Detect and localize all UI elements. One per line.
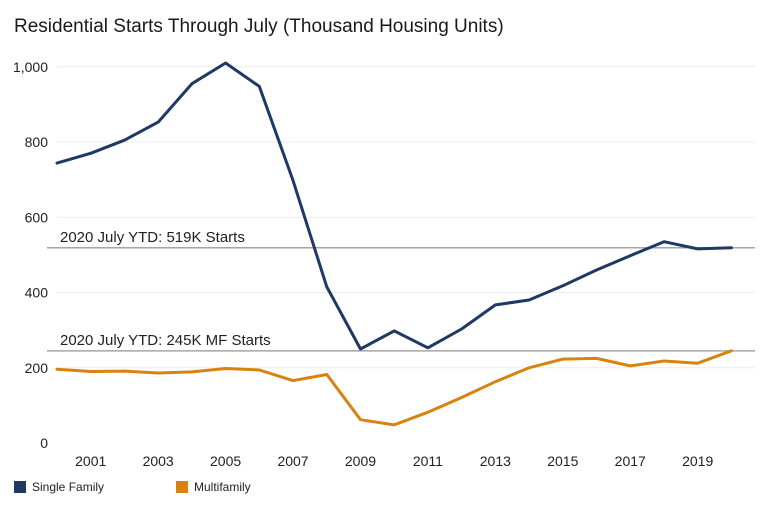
legend-label-single-family: Single Family — [32, 480, 105, 494]
y-axis-ticks: 0 200 400 600 800 1,000 — [13, 59, 48, 451]
multifamily-swatch — [176, 481, 188, 493]
x-tick-label: 2005 — [210, 453, 241, 469]
x-tick-label: 2017 — [615, 453, 646, 469]
single-family-swatch — [14, 481, 26, 493]
series-line-multifamily — [55, 349, 733, 427]
legend-item-multifamily[interactable]: Multifamily — [176, 480, 251, 494]
legend-label-multifamily: Multifamily — [194, 480, 251, 494]
y-tick-label: 0 — [40, 435, 48, 451]
x-tick-label: 2007 — [277, 453, 308, 469]
y-tick-label: 1,000 — [13, 59, 48, 75]
series-lines — [55, 61, 733, 427]
x-tick-label: 2013 — [480, 453, 511, 469]
x-axis-ticks: 2001 2003 2005 2007 2009 2011 2013 2015 2017 2019 — [75, 453, 713, 469]
x-tick-label: 2011 — [413, 453, 443, 469]
x-tick-label: 2019 — [682, 453, 713, 469]
x-tick-label: 2001 — [75, 453, 106, 469]
legend-item-single-family[interactable]: Single Family — [14, 480, 104, 494]
x-tick-label: 2015 — [547, 453, 578, 469]
y-tick-label: 600 — [25, 209, 49, 225]
reference-lines: 2020 July YTD: 519K Starts 2020 July YTD:… — [47, 229, 755, 352]
chart-title: Residential Starts Through July (Thousan… — [14, 16, 504, 37]
reference-line-label: 2020 July YTD: 519K Starts — [60, 229, 245, 246]
reference-line-label: 2020 July YTD: 245K MF Starts — [60, 332, 271, 349]
y-tick-label: 800 — [25, 134, 49, 150]
series-line-single-family — [55, 61, 733, 351]
y-tick-label: 200 — [25, 360, 49, 376]
x-tick-label: 2009 — [345, 453, 376, 469]
gridlines — [57, 66, 755, 369]
y-tick-label: 400 — [25, 285, 49, 301]
x-tick-label: 2003 — [143, 453, 174, 469]
